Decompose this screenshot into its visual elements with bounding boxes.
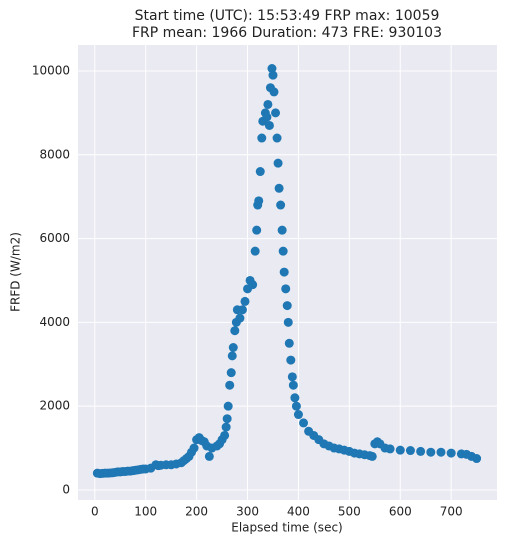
x-tick-label: 200 bbox=[185, 505, 208, 519]
x-tick-label: 0 bbox=[91, 505, 99, 519]
point bbox=[222, 414, 232, 424]
point bbox=[272, 133, 282, 143]
point bbox=[405, 446, 415, 456]
point bbox=[220, 430, 230, 440]
point bbox=[257, 133, 267, 143]
point bbox=[288, 380, 298, 390]
point bbox=[367, 451, 377, 461]
point bbox=[269, 87, 279, 97]
point bbox=[279, 267, 289, 277]
x-tick-label: 100 bbox=[134, 505, 157, 519]
x-tick-label: 700 bbox=[440, 505, 463, 519]
point bbox=[223, 401, 233, 411]
chart-title: FRP mean: 1966 Duration: 473 FRE: 930103 bbox=[132, 25, 442, 41]
point bbox=[230, 326, 240, 336]
y-tick-label: 6000 bbox=[39, 231, 70, 245]
point bbox=[271, 108, 281, 118]
point bbox=[235, 313, 245, 323]
point bbox=[284, 338, 294, 348]
point bbox=[248, 280, 258, 290]
point bbox=[267, 64, 277, 74]
point bbox=[281, 284, 291, 294]
point bbox=[472, 454, 482, 464]
point bbox=[287, 372, 297, 382]
point bbox=[255, 167, 265, 177]
x-tick-label: 600 bbox=[389, 505, 412, 519]
point bbox=[262, 112, 272, 122]
point bbox=[395, 445, 405, 455]
y-tick-label: 8000 bbox=[39, 147, 70, 161]
point bbox=[426, 447, 436, 457]
point bbox=[436, 447, 446, 457]
point bbox=[268, 70, 278, 80]
point bbox=[221, 422, 231, 432]
y-tick-label: 10000 bbox=[32, 63, 70, 77]
point bbox=[240, 296, 250, 306]
point bbox=[254, 196, 264, 206]
point bbox=[291, 401, 301, 411]
x-tick-label: 500 bbox=[338, 505, 361, 519]
point bbox=[446, 448, 456, 458]
point bbox=[293, 410, 303, 420]
point bbox=[189, 443, 199, 453]
point bbox=[277, 225, 287, 235]
point bbox=[416, 446, 426, 456]
point bbox=[273, 158, 283, 168]
y-tick-label: 2000 bbox=[39, 399, 70, 413]
point bbox=[228, 342, 238, 352]
chart-title: Start time (UTC): 15:53:49 FRP max: 1005… bbox=[135, 8, 440, 24]
point bbox=[276, 200, 286, 210]
y-axis-label: FRFD (W/m2) bbox=[9, 232, 23, 312]
point bbox=[250, 246, 260, 256]
point bbox=[225, 380, 235, 390]
point bbox=[299, 418, 309, 428]
point bbox=[226, 368, 236, 378]
x-axis-label: Elapsed time (sec) bbox=[231, 521, 342, 535]
point bbox=[282, 301, 292, 311]
point bbox=[237, 305, 247, 315]
point bbox=[264, 120, 274, 130]
y-tick-label: 0 bbox=[62, 482, 70, 496]
point bbox=[204, 451, 214, 461]
point bbox=[274, 183, 284, 193]
point bbox=[283, 317, 293, 327]
point bbox=[286, 355, 296, 365]
point bbox=[263, 99, 273, 109]
point bbox=[252, 225, 262, 235]
point bbox=[290, 393, 300, 403]
x-tick-label: 300 bbox=[236, 505, 259, 519]
x-tick-label: 400 bbox=[287, 505, 310, 519]
y-tick-label: 4000 bbox=[39, 315, 70, 329]
point bbox=[385, 444, 395, 454]
point bbox=[278, 246, 288, 256]
point bbox=[227, 351, 237, 361]
